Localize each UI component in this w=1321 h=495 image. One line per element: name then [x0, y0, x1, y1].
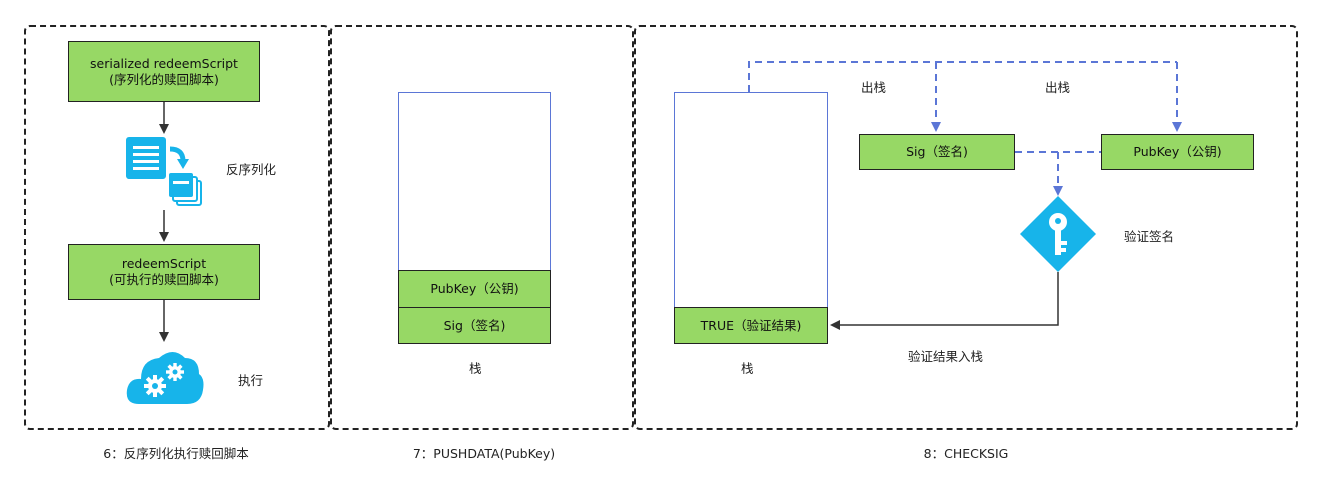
push-result-label: 验证结果入栈 — [908, 349, 984, 364]
redeemscript-line2: (可执行的赎回脚本) — [109, 272, 219, 287]
panel-deserialize-execute — [24, 25, 330, 430]
serialized-redeemscript-line2: (序列化的赎回脚本) — [109, 71, 219, 87]
panel-pushdata — [330, 25, 634, 430]
sig-box[interactable]: Sig（签名) — [859, 134, 1015, 170]
caption-step-7: 7：PUSHDATA(PubKey) — [412, 446, 556, 461]
redeemscript-line1: redeemScript — [121, 256, 207, 271]
stack-item-pubkey[interactable]: PubKey（公钥) — [398, 270, 551, 308]
stack-label-checksig: 栈 — [741, 361, 754, 376]
pubkey-box[interactable]: PubKey（公钥) — [1101, 134, 1254, 170]
dashed-pop-path — [748, 61, 1177, 92]
redeemscript-box[interactable]: redeemScript (可执行的赎回脚本) — [68, 244, 260, 300]
verify-signature-label: 验证签名 — [1124, 229, 1175, 244]
serialized-redeemscript-line1: serialized redeemScript — [90, 55, 238, 71]
serialized-redeemscript-box[interactable]: serialized redeemScript (序列化的赎回脚本) — [68, 41, 260, 102]
document-convert-icon — [126, 137, 202, 206]
stack-checksig — [674, 92, 828, 344]
panel-checksig — [634, 25, 1298, 430]
stack-item-true[interactable]: TRUE（验证结果) — [674, 307, 828, 344]
deserialize-label: 反序列化 — [226, 162, 277, 177]
caption-step-8: 8：CHECKSIG — [923, 446, 1009, 461]
arrow-result-to-stack — [830, 272, 1059, 330]
caption-step-6: 6：反序列化执行赎回脚本 — [103, 446, 249, 461]
stack-item-sig[interactable]: Sig（签名) — [398, 307, 551, 344]
pop-label-1: 出栈 — [861, 80, 887, 95]
cloud-gears-icon — [126, 352, 204, 404]
key-diamond-icon — [1020, 196, 1096, 272]
pop-label-2: 出栈 — [1045, 80, 1071, 95]
execute-label: 执行 — [238, 373, 264, 388]
stack-label-pushdata: 栈 — [469, 361, 482, 376]
